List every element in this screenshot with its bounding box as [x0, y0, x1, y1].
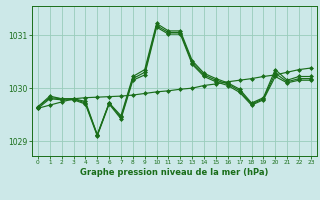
X-axis label: Graphe pression niveau de la mer (hPa): Graphe pression niveau de la mer (hPa) [80, 168, 268, 177]
